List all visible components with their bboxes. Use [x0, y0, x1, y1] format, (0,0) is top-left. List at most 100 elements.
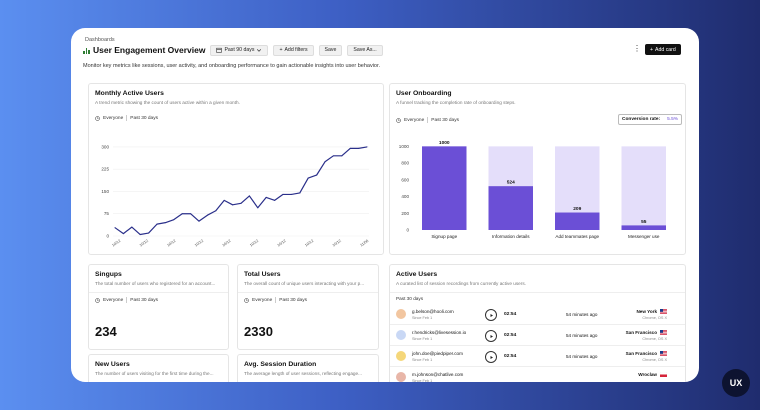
date-range-select[interactable]: Past 90 days [210, 44, 269, 56]
mau-series-line [114, 146, 368, 236]
clock-icon [244, 297, 249, 303]
more-options-icon[interactable]: ⋮ [633, 44, 641, 53]
mau-data-point [341, 155, 343, 157]
flag-icon [660, 330, 667, 335]
mau-filter[interactable]: Everyone Past 30 days [95, 115, 158, 121]
funnel-bar[interactable] [488, 186, 534, 230]
card-divider [238, 292, 378, 293]
total-users-value: 2330 [244, 324, 273, 339]
mau-filter-segment: Everyone [103, 115, 124, 121]
user-city: New York [636, 309, 657, 314]
total-users-title: Total Users [244, 271, 281, 278]
conversion-rate-value: 5.5% [667, 117, 678, 122]
session-ago: 54 minutes ago [566, 354, 598, 359]
play-icon[interactable] [485, 351, 497, 363]
y-tick-label: 400 [401, 194, 409, 199]
funnel-bar[interactable] [555, 212, 600, 230]
y-tick-label: 225 [101, 167, 109, 172]
mau-data-point [156, 223, 158, 225]
user-city: Wroclaw [638, 372, 657, 377]
breadcrumb[interactable]: Dashboards [85, 37, 115, 43]
user-email: g.belson@hooli.com [412, 309, 454, 314]
x-tick-label: 10/12 [304, 239, 314, 248]
conversion-rate-label: Conversion rate: [622, 117, 661, 122]
onboarding-filter[interactable]: Everyone Past 30 days [396, 117, 459, 123]
ux-logo: UX [722, 369, 750, 397]
active-users-card: Active Users A curated list of session r… [389, 264, 686, 382]
page-subtitle: Monitor key metrics like sessions, user … [83, 63, 381, 69]
mau-data-point [324, 161, 326, 163]
mau-data-point [290, 193, 292, 195]
total-users-filter-segment: Everyone [252, 297, 273, 303]
x-category-label: Add teammates page [555, 234, 599, 239]
avg-session-card: Avg. Session Duration The average length… [237, 354, 379, 382]
add-filters-button[interactable]: + Add filters [273, 44, 314, 56]
funnel-bar[interactable] [422, 146, 467, 230]
flag-icon [660, 351, 667, 356]
add-card-label: Add card [655, 46, 676, 53]
plus-icon: + [650, 46, 654, 53]
mau-filter-range: Past 30 days [130, 115, 158, 121]
mau-title: Monthly Active Users [95, 90, 164, 97]
mau-data-point [206, 214, 208, 216]
user-device: Chrome, OS X [642, 316, 667, 320]
mau-data-point [358, 147, 360, 149]
signups-title: Singups [95, 271, 122, 278]
user-city: San Francisco [625, 330, 657, 335]
total-users-filter-range: Past 30 days [279, 297, 307, 303]
mau-data-point [257, 207, 259, 209]
active-users-range: Past 30 days [396, 296, 424, 301]
funnel-bar[interactable] [621, 225, 667, 230]
active-user-row[interactable]: g.belson@hooli.com Since Feb 1 02:54 54 min… [390, 305, 685, 325]
header-row: User Engagement Overview Past 90 days + … [83, 44, 383, 56]
save-button[interactable]: Save [318, 44, 343, 56]
total-users-filter[interactable]: Everyone Past 30 days [244, 297, 307, 303]
x-tick-label: 10/12 [139, 239, 149, 248]
mau-data-point [316, 174, 318, 176]
bar-value-label: 55 [641, 219, 647, 225]
add-card-button[interactable]: + Add card [645, 44, 681, 55]
play-icon[interactable] [485, 309, 497, 321]
avatar [396, 351, 406, 361]
save-as-button[interactable]: Save As... [347, 44, 383, 56]
avg-session-desc: The average length of user sessions, ref… [244, 371, 363, 376]
chevron-down-icon [257, 49, 262, 52]
onboarding-filter-segment: Everyone [404, 117, 425, 123]
y-tick-label: 150 [101, 189, 109, 194]
card-divider [390, 292, 685, 293]
date-range-label: Past 90 days [224, 47, 255, 53]
signups-filter[interactable]: Everyone Past 30 days [95, 297, 158, 303]
mau-data-point [198, 220, 200, 222]
x-tick-label: 10/12 [166, 239, 176, 248]
session-duration: 02:54 [504, 354, 517, 359]
x-category-label: Signup page [431, 234, 457, 239]
active-user-row[interactable]: john.doe@piedpiper.com Since Feb 1 02:54 54… [390, 347, 685, 367]
mau-data-point [274, 199, 276, 201]
active-user-row[interactable]: m.johnson@chatlive.com Since Feb 1 Wroclaw [390, 368, 685, 382]
mau-data-point [248, 195, 250, 197]
onboarding-desc: A funnel tracking the completion rate of… [396, 100, 516, 105]
mau-data-point [215, 210, 217, 212]
user-device: Chrome, OS X [642, 358, 667, 362]
mau-data-point [131, 226, 133, 228]
x-category-label: Information details [492, 234, 530, 239]
user-since: Since Feb 1 [412, 358, 433, 362]
x-tick-label: 10/12 [222, 239, 232, 248]
session-duration: 02:54 [504, 312, 517, 317]
active-user-row[interactable]: r.hendricks@livesession.io Since Feb 1 02:… [390, 326, 685, 346]
new-users-card: New Users The number of users visiting f… [88, 354, 229, 382]
user-since: Since Feb 1 [412, 316, 433, 320]
mau-data-point [190, 213, 192, 215]
play-icon[interactable] [485, 330, 497, 342]
signups-card: Singups The total number of users who re… [88, 264, 229, 350]
total-users-desc: The overall count of unique users intera… [244, 281, 365, 286]
y-tick-label: 75 [104, 211, 110, 216]
card-divider [89, 292, 228, 293]
mau-data-point [349, 147, 351, 149]
mau-data-point [139, 234, 141, 236]
y-tick-label: 1000 [399, 144, 410, 149]
funnel-bar-background [621, 146, 666, 230]
signups-filter-segment: Everyone [103, 297, 124, 303]
bar-value-label: 1000 [439, 140, 450, 146]
new-users-title: New Users [95, 361, 130, 368]
